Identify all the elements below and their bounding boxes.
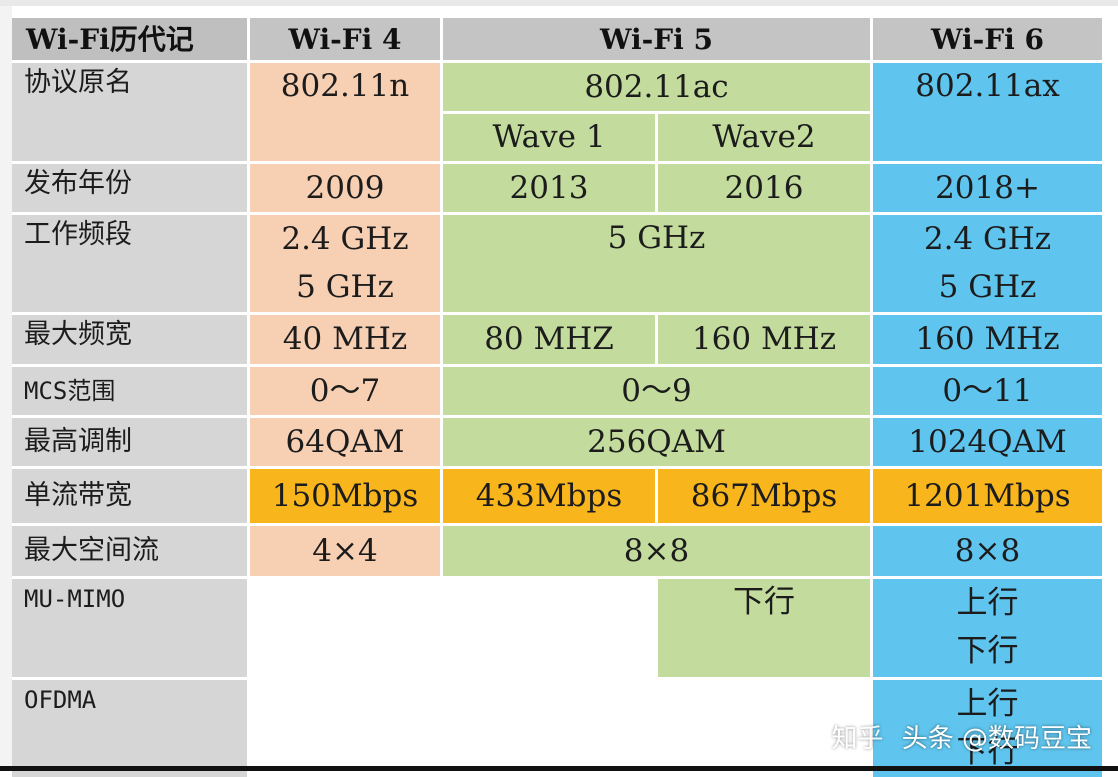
label-year: 发布年份	[12, 164, 247, 212]
wifi4-mcs: 0～7	[250, 367, 440, 415]
label-bandwidth: 最大频宽	[12, 315, 247, 364]
left-strip	[0, 6, 12, 766]
wifi4-spatial-streams: 4×4	[250, 526, 440, 576]
wifi5-wave1: Wave 1	[443, 114, 655, 161]
wifi5-modulation: 256QAM	[443, 418, 870, 466]
wifi5-wave1-stream-rate: 433Mbps	[443, 469, 655, 523]
watermark-site: 知乎	[831, 724, 884, 754]
wifi5-wave2-mu-mimo: 下行	[658, 579, 870, 677]
wifi5-wave2: Wave2	[658, 114, 870, 161]
wifi5-wave1-bandwidth: 80 MHZ	[443, 315, 655, 364]
wifi4-band-line1: 2.4 GHz	[281, 221, 409, 257]
watermark-credit: 头条 @数码豆宝	[901, 724, 1092, 754]
header-row-label: Wi-Fi历代记	[12, 18, 247, 60]
wifi6-year: 2018+	[873, 164, 1102, 212]
wifi6-band-line2: 5 GHz	[938, 269, 1037, 305]
wifi4-stream-rate: 150Mbps	[250, 469, 440, 523]
wifi5-wave2-year: 2016	[658, 164, 870, 212]
top-strip	[0, 0, 1118, 6]
wifi4-bandwidth: 40 MHz	[250, 315, 440, 364]
wifi6-bandwidth: 160 MHz	[873, 315, 1102, 364]
wifi6-band: 2.4 GHz 5 GHz	[873, 215, 1102, 312]
wifi6-spatial-streams: 8×8	[873, 526, 1102, 576]
wifi5-spatial-streams: 8×8	[443, 526, 870, 576]
label-mu-mimo: MU-MIMO	[12, 579, 247, 677]
wifi6-modulation: 1024QAM	[873, 418, 1102, 466]
label-stream-rate: 单流带宽	[12, 469, 247, 523]
wifi4-protocol: 802.11n	[250, 63, 440, 161]
header-wifi4: Wi-Fi 4	[250, 18, 440, 60]
wifi5-band: 5 GHz	[443, 215, 870, 312]
wifi-comparison-table: Wi-Fi历代记 Wi-Fi 4 Wi-Fi 5 Wi-Fi 6 协议原名 80…	[12, 18, 1102, 777]
wifi5-wave1-year: 2013	[443, 164, 655, 212]
wifi4-modulation: 64QAM	[250, 418, 440, 466]
header-wifi6: Wi-Fi 6	[873, 18, 1102, 60]
mu-mimo-empty	[250, 579, 655, 677]
wifi5-mcs: 0～9	[443, 367, 870, 415]
wifi6-protocol: 802.11ax	[873, 63, 1102, 161]
label-spatial-streams: 最大空间流	[12, 526, 247, 576]
wifi4-band-line2: 5 GHz	[296, 269, 394, 305]
label-band: 工作频段	[12, 215, 247, 312]
wifi4-band: 2.4 GHz 5 GHz	[250, 215, 440, 312]
wifi6-ofdma-line1: 上行	[956, 686, 1019, 722]
label-ofdma: OFDMA	[12, 680, 247, 777]
label-protocol: 协议原名	[12, 63, 247, 161]
bottom-border	[0, 766, 1118, 771]
wifi6-stream-rate: 1201Mbps	[873, 469, 1102, 523]
wifi6-ofdma: 上行 下行	[873, 680, 1102, 777]
wifi5-wave2-bandwidth: 160 MHz	[658, 315, 870, 364]
watermark: 知乎 头条 @数码豆宝	[831, 718, 1092, 755]
wifi5-wave2-stream-rate: 867Mbps	[658, 469, 870, 523]
label-mcs: MCS范围	[12, 367, 247, 415]
wifi6-ofdma-line2: 下行	[956, 734, 1019, 770]
wifi5-protocol: 802.11ac	[443, 63, 870, 111]
wifi6-mu-mimo-line1: 上行	[956, 585, 1019, 621]
label-modulation: 最高调制	[12, 418, 247, 466]
wifi6-mu-mimo: 上行 下行	[873, 579, 1102, 677]
ofdma-empty	[250, 680, 870, 777]
wifi6-mu-mimo-line2: 下行	[956, 633, 1019, 669]
header-wifi5: Wi-Fi 5	[443, 18, 870, 60]
wifi4-year: 2009	[250, 164, 440, 212]
wifi6-band-line1: 2.4 GHz	[923, 221, 1052, 257]
wifi6-mcs: 0～11	[873, 367, 1102, 415]
